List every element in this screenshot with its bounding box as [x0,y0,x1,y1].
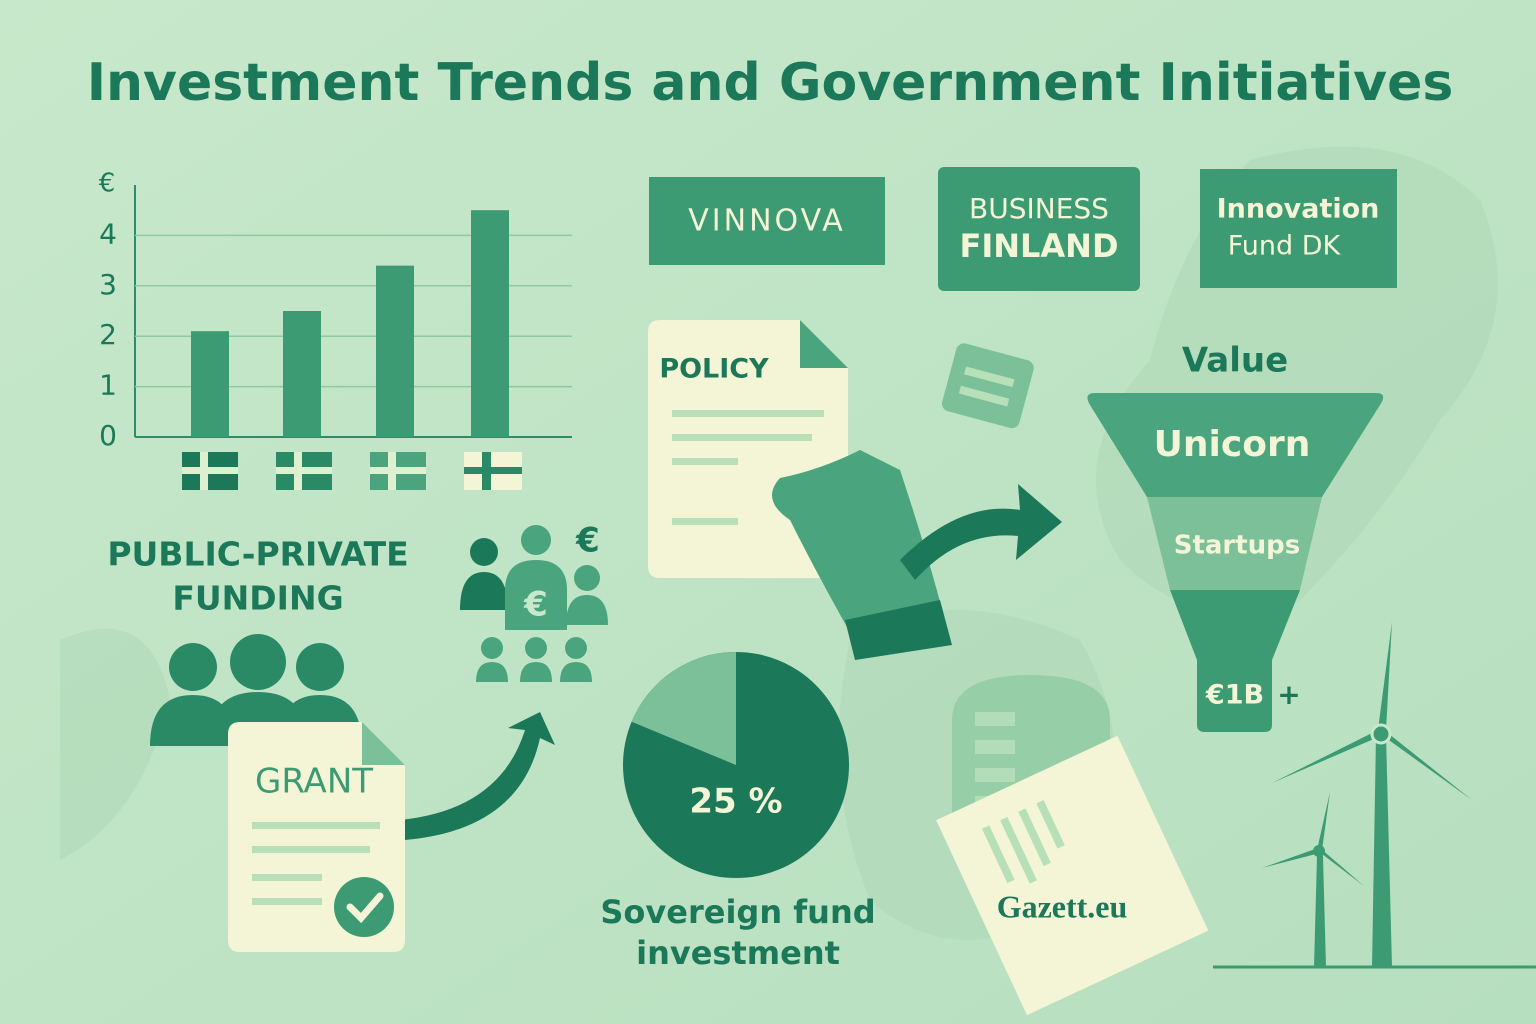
euro-people-icon [460,525,608,682]
document-lines [672,410,824,525]
funnel-tier [1087,393,1384,497]
logo-box [649,177,885,265]
flags [182,452,522,490]
funding-title: PUBLIC-PRIVATE [107,535,408,574]
y-tick-label: 2 [99,318,117,351]
turbine-hub [1370,723,1392,745]
pie-caption: Sovereign fund [600,893,875,931]
logo-box [938,167,1140,291]
logo-text: VINNOVA [688,204,845,239]
funnel-plus: + [1277,678,1300,711]
y-tick-label: 4 [99,217,117,250]
title: Investment Trends and Government Initiat… [87,53,1454,113]
sleeve [845,600,952,660]
funding-title: FUNDING [172,579,343,618]
y-tick-label: 0 [99,419,117,452]
bar [191,331,229,437]
turbine-hub [1313,845,1325,857]
small-icon [942,343,1034,429]
logo-text: FINLAND [959,227,1118,265]
funnel-label: Unicorn [1154,424,1311,465]
funnel-spout [1170,590,1300,732]
turbine-tower [1314,856,1326,967]
check-badge [334,877,394,937]
euro-symbol: € [523,585,548,625]
gazette-label: Gazett.eu [997,888,1128,924]
bar [376,265,414,437]
turbine-blades [1262,792,1364,886]
gazette [936,735,1209,1016]
pie-label: 25 % [689,782,782,822]
logo-text: Fund DK [1228,231,1342,262]
arrow [900,484,1062,580]
funnel-label: €1B [1205,680,1264,711]
bar [283,311,321,437]
turbine-tower [1372,735,1392,967]
y-tick-label: 3 [99,268,117,301]
euro-symbol: € [575,521,600,561]
hand [772,450,950,650]
arrow [400,712,555,840]
logo-box [1200,169,1397,288]
pie-slice [631,652,736,765]
bar-chart: € 0 1 2 3 4 [99,169,572,452]
funnel-label: Startups [1174,531,1301,561]
logo-text: BUSINESS [969,192,1109,225]
document-lines [252,822,380,905]
bar [471,210,509,437]
map-shape [60,628,170,860]
turbine-blades [1272,622,1472,800]
unit-label: € [99,169,116,199]
policy-label: POLICY [659,354,769,385]
grant-label: GRANT [255,762,373,802]
funnel-tier [1147,497,1322,590]
document-fold [800,320,848,368]
logo-text: Innovation [1217,194,1380,225]
y-tick-label: 1 [99,369,117,402]
check-mark [346,892,384,924]
pie-chart [623,652,849,878]
document-fold [362,722,405,765]
pie-caption: investment [636,934,840,972]
funnel-title: Value [1182,341,1288,381]
